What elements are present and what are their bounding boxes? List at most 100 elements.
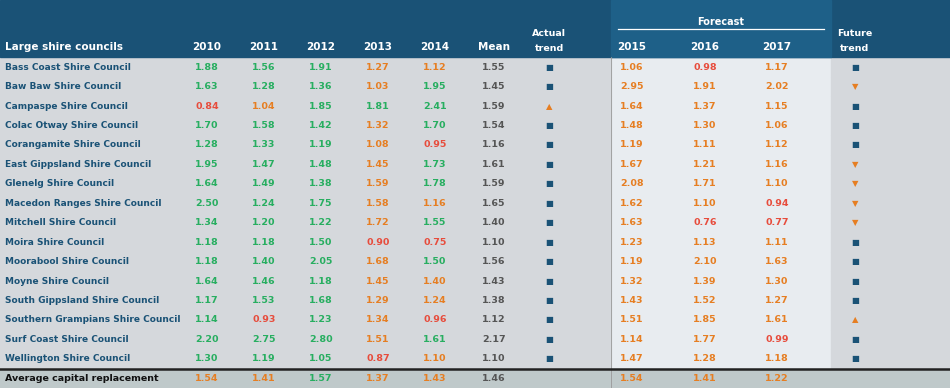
Bar <box>831 155 950 174</box>
Text: 0.75: 0.75 <box>424 238 446 247</box>
Text: ■: ■ <box>851 140 859 149</box>
Text: 1.03: 1.03 <box>367 82 389 91</box>
Text: 1.64: 1.64 <box>196 179 218 188</box>
Text: 1.68: 1.68 <box>367 257 390 266</box>
Text: 2017: 2017 <box>763 42 791 52</box>
Text: 1.95: 1.95 <box>196 160 218 169</box>
Text: ■: ■ <box>851 277 859 286</box>
Text: 0.99: 0.99 <box>766 335 788 344</box>
Text: ■: ■ <box>545 335 553 344</box>
Text: ■: ■ <box>851 102 859 111</box>
Text: Baw Baw Shire Council: Baw Baw Shire Council <box>5 82 121 91</box>
Text: 1.51: 1.51 <box>620 315 643 324</box>
Text: 2013: 2013 <box>364 42 392 52</box>
Bar <box>831 291 950 310</box>
Text: 1.22: 1.22 <box>310 218 332 227</box>
Text: ■: ■ <box>545 160 553 169</box>
Text: 2.80: 2.80 <box>310 335 332 344</box>
Text: 1.15: 1.15 <box>766 102 788 111</box>
Text: ■: ■ <box>545 354 553 363</box>
Text: ■: ■ <box>851 335 859 344</box>
Bar <box>831 57 950 77</box>
Text: 1.88: 1.88 <box>195 62 219 72</box>
Text: ■: ■ <box>851 296 859 305</box>
Text: Forecast: Forecast <box>697 17 745 27</box>
Text: 2012: 2012 <box>307 42 335 52</box>
Bar <box>0 174 611 194</box>
Text: 1.12: 1.12 <box>424 62 446 72</box>
Text: 1.38: 1.38 <box>483 296 505 305</box>
Text: Colac Otway Shire Council: Colac Otway Shire Council <box>5 121 138 130</box>
Text: ■: ■ <box>545 82 553 91</box>
Text: 1.32: 1.32 <box>367 121 389 130</box>
Text: 1.43: 1.43 <box>424 374 446 383</box>
Text: 1.78: 1.78 <box>424 179 447 188</box>
Text: 1.16: 1.16 <box>424 199 446 208</box>
Bar <box>0 155 611 174</box>
Text: 1.48: 1.48 <box>619 121 644 130</box>
Text: 1.18: 1.18 <box>310 277 333 286</box>
Bar <box>831 252 950 271</box>
Text: 1.12: 1.12 <box>483 315 505 324</box>
Text: ■: ■ <box>545 315 553 324</box>
Text: 0.84: 0.84 <box>196 102 218 111</box>
Text: 1.10: 1.10 <box>766 179 788 188</box>
Text: Large shire councils: Large shire councils <box>5 42 123 52</box>
Text: 1.39: 1.39 <box>694 277 716 286</box>
Text: 1.58: 1.58 <box>367 199 389 208</box>
Text: 1.27: 1.27 <box>766 296 788 305</box>
Text: 1.17: 1.17 <box>766 62 788 72</box>
Text: ■: ■ <box>851 257 859 266</box>
Text: 1.28: 1.28 <box>693 354 716 363</box>
Bar <box>0 310 611 330</box>
Text: ■: ■ <box>851 121 859 130</box>
Text: 1.38: 1.38 <box>310 179 332 188</box>
Text: 0.77: 0.77 <box>766 218 788 227</box>
Text: 1.28: 1.28 <box>196 140 218 149</box>
Text: 1.19: 1.19 <box>253 354 276 363</box>
Text: ■: ■ <box>851 238 859 247</box>
Text: 1.08: 1.08 <box>367 140 389 149</box>
Bar <box>0 194 611 213</box>
Bar <box>0 0 950 57</box>
Text: 0.90: 0.90 <box>367 238 389 247</box>
Text: 1.95: 1.95 <box>424 82 446 91</box>
Text: 1.04: 1.04 <box>253 102 276 111</box>
Bar <box>831 174 950 194</box>
Text: 1.91: 1.91 <box>310 62 332 72</box>
Text: 0.95: 0.95 <box>424 140 446 149</box>
Text: 1.23: 1.23 <box>310 315 332 324</box>
Text: 0.76: 0.76 <box>694 218 716 227</box>
Text: 2.50: 2.50 <box>196 199 218 208</box>
Text: 1.55: 1.55 <box>483 62 505 72</box>
Text: 1.05: 1.05 <box>310 354 332 363</box>
Text: ▼: ▼ <box>852 160 858 169</box>
Text: 1.19: 1.19 <box>310 140 332 149</box>
Text: 2014: 2014 <box>421 42 449 52</box>
Text: Moorabool Shire Council: Moorabool Shire Council <box>5 257 129 266</box>
Text: 1.50: 1.50 <box>424 257 446 266</box>
Text: Campaspe Shire Council: Campaspe Shire Council <box>5 102 127 111</box>
Text: 1.10: 1.10 <box>694 199 716 208</box>
Text: 1.11: 1.11 <box>694 140 716 149</box>
Text: ■: ■ <box>545 257 553 266</box>
Text: 1.50: 1.50 <box>310 238 332 247</box>
Text: 2.17: 2.17 <box>483 335 505 344</box>
Text: 1.65: 1.65 <box>483 199 505 208</box>
Text: 1.85: 1.85 <box>310 102 332 111</box>
Text: 2.08: 2.08 <box>620 179 643 188</box>
Text: 2.20: 2.20 <box>196 335 218 344</box>
Text: 1.75: 1.75 <box>310 199 332 208</box>
Text: 1.32: 1.32 <box>620 277 643 286</box>
Text: ■: ■ <box>545 121 553 130</box>
Text: 1.18: 1.18 <box>196 257 218 266</box>
Bar <box>831 310 950 330</box>
Text: 1.46: 1.46 <box>253 277 276 286</box>
Text: 1.30: 1.30 <box>766 277 788 286</box>
Text: ▲: ▲ <box>852 315 858 324</box>
Text: ▼: ▼ <box>852 199 858 208</box>
Text: Macedon Ranges Shire Council: Macedon Ranges Shire Council <box>5 199 162 208</box>
Text: ▼: ▼ <box>852 82 858 91</box>
Text: 1.63: 1.63 <box>620 218 643 227</box>
Text: 1.47: 1.47 <box>620 354 643 363</box>
